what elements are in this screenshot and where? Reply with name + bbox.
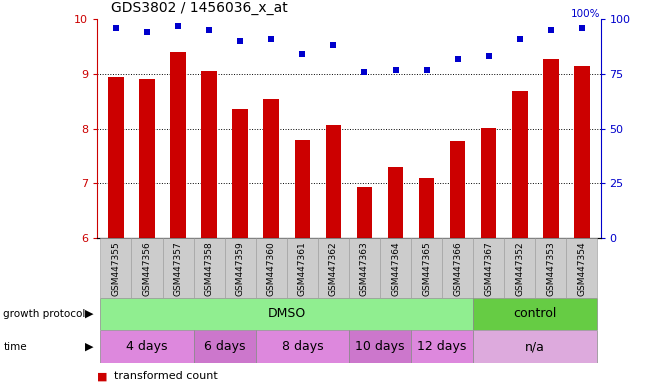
Bar [201, 71, 217, 238]
Text: GSM447358: GSM447358 [205, 241, 213, 296]
Bar [442, 238, 473, 298]
Bar [132, 238, 162, 298]
Text: GSM447356: GSM447356 [142, 241, 152, 296]
Text: DMSO: DMSO [268, 308, 306, 320]
Bar [295, 140, 310, 238]
Text: control: control [513, 308, 557, 320]
Text: ■: ■ [97, 371, 111, 381]
Text: 12 days: 12 days [417, 340, 467, 353]
Bar [380, 238, 411, 298]
Bar [349, 330, 411, 363]
Bar [481, 127, 497, 238]
Bar [225, 238, 256, 298]
Bar [108, 77, 123, 238]
Text: GSM447364: GSM447364 [391, 241, 400, 296]
Text: time: time [3, 341, 27, 352]
Bar [411, 238, 442, 298]
Bar [140, 79, 155, 238]
Bar [325, 125, 341, 238]
Bar [256, 330, 349, 363]
Bar [170, 52, 186, 238]
Bar [162, 238, 194, 298]
Text: GSM447365: GSM447365 [422, 241, 431, 296]
Bar [574, 66, 590, 238]
Text: GSM447352: GSM447352 [515, 241, 524, 296]
Text: 8 days: 8 days [282, 340, 323, 353]
Bar [543, 59, 559, 238]
Text: GSM447367: GSM447367 [484, 241, 493, 296]
Text: 10 days: 10 days [355, 340, 405, 353]
Text: growth protocol: growth protocol [3, 309, 86, 319]
Text: GSM447363: GSM447363 [360, 241, 369, 296]
Bar [512, 91, 527, 238]
Bar [473, 298, 597, 330]
Bar [101, 238, 132, 298]
Bar [419, 178, 434, 238]
Text: GSM447353: GSM447353 [546, 241, 556, 296]
Text: GSM447361: GSM447361 [298, 241, 307, 296]
Bar [287, 238, 318, 298]
Text: GSM447357: GSM447357 [174, 241, 183, 296]
Bar [388, 167, 403, 238]
Bar [194, 330, 256, 363]
Text: ▶: ▶ [85, 309, 94, 319]
Bar [232, 109, 248, 238]
Text: 6 days: 6 days [204, 340, 246, 353]
Text: GSM447360: GSM447360 [267, 241, 276, 296]
Bar [535, 238, 566, 298]
Bar [256, 238, 287, 298]
Bar [450, 141, 466, 238]
Bar [566, 238, 597, 298]
Text: GSM447359: GSM447359 [236, 241, 245, 296]
Text: 4 days: 4 days [126, 340, 168, 353]
Text: GSM447354: GSM447354 [578, 241, 586, 296]
Text: 100%: 100% [571, 9, 601, 19]
Bar [411, 330, 473, 363]
Text: GSM447362: GSM447362 [329, 241, 338, 296]
Bar [101, 298, 473, 330]
Text: GSM447355: GSM447355 [111, 241, 120, 296]
Text: GDS3802 / 1456036_x_at: GDS3802 / 1456036_x_at [111, 2, 287, 15]
Text: transformed count: transformed count [114, 371, 218, 381]
Bar [101, 330, 194, 363]
Bar [357, 187, 372, 238]
Bar [349, 238, 380, 298]
Bar [504, 238, 535, 298]
Bar [318, 238, 349, 298]
Text: n/a: n/a [525, 340, 546, 353]
Text: GSM447366: GSM447366 [453, 241, 462, 296]
Bar [264, 99, 279, 238]
Bar [473, 330, 597, 363]
Bar [194, 238, 225, 298]
Text: ▶: ▶ [85, 341, 94, 352]
Bar [473, 238, 504, 298]
